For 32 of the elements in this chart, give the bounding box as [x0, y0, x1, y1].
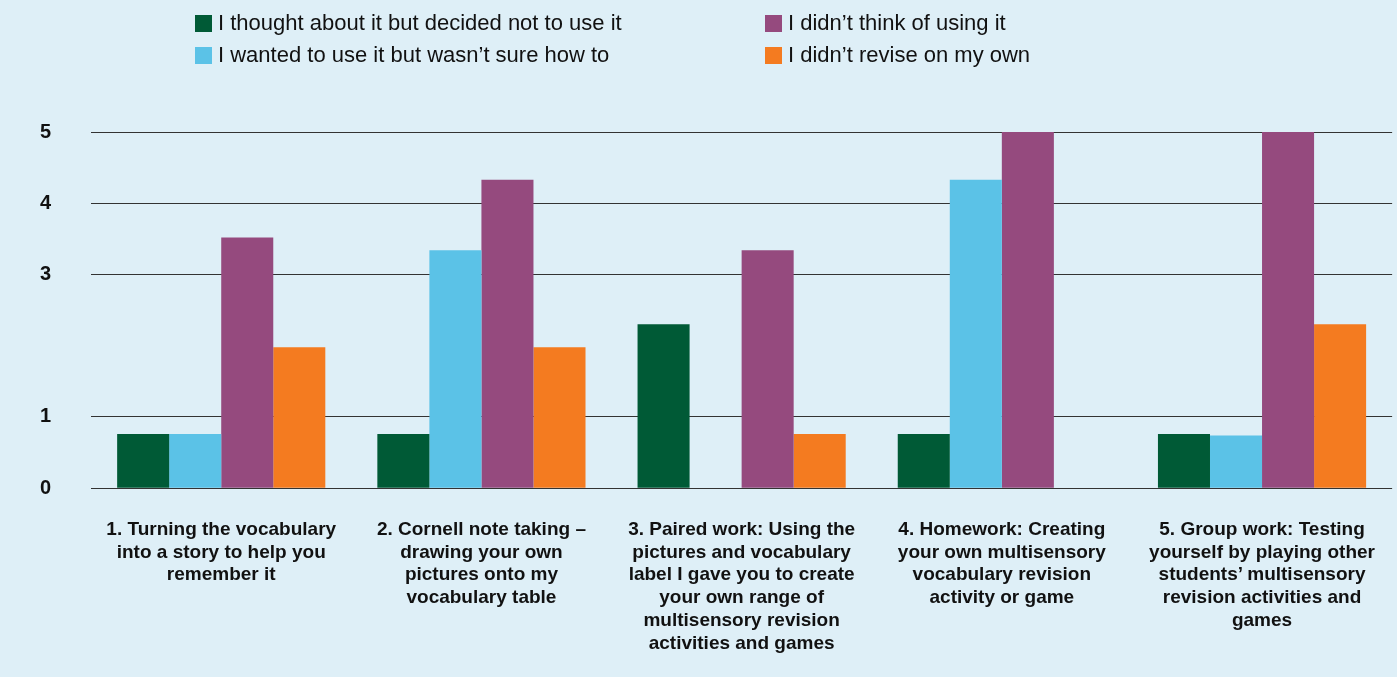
y-tick-label: 1 [40, 404, 52, 427]
bar [169, 434, 222, 488]
bar [1157, 434, 1210, 488]
legend-label: I didn’t think of using it [788, 10, 1006, 36]
legend-label: I didn’t revise on my own [788, 42, 1031, 68]
bar [1209, 435, 1263, 488]
y-tick-label: 4 [40, 190, 52, 213]
x-tick-label: 3. Paired work: Using the pictures and vocabulary label I gave you to create your own range of multisensory revision activities and games [628, 517, 856, 653]
y-tick-label: 0 [40, 475, 52, 498]
bar [429, 250, 482, 488]
bar [481, 179, 534, 488]
bar [741, 250, 794, 488]
bar [1314, 324, 1367, 488]
bar [221, 237, 274, 488]
legend-label: I thought about it but decided not to use it [218, 10, 622, 36]
bar [637, 324, 690, 488]
legend-label: I wanted to use it but wasn’t sure how to [218, 42, 610, 68]
x-tick-label: 1. Turning the vocabulary into a story to help you remember it [106, 517, 337, 585]
bar [793, 434, 846, 488]
y-tick-label: 5 [40, 119, 52, 142]
x-tick-label: 4. Homework: Creating your own multisensory vocabulary revision activity or game [897, 517, 1107, 608]
bar [1262, 132, 1315, 488]
bar [1001, 132, 1054, 488]
x-tick-label: 5. Group work: Testing yourself by playing other students’ multisensory revision activities and games [1149, 517, 1376, 631]
bar [273, 347, 326, 488]
y-tick-label: 3 [40, 262, 52, 284]
x-tick-label: 2. Cornell note taking – drawing your own pictures onto my vocabulary table [376, 517, 586, 608]
bar [533, 347, 586, 488]
bar [949, 179, 1002, 488]
bar [897, 434, 950, 488]
bar [377, 434, 430, 488]
bar [117, 434, 170, 488]
